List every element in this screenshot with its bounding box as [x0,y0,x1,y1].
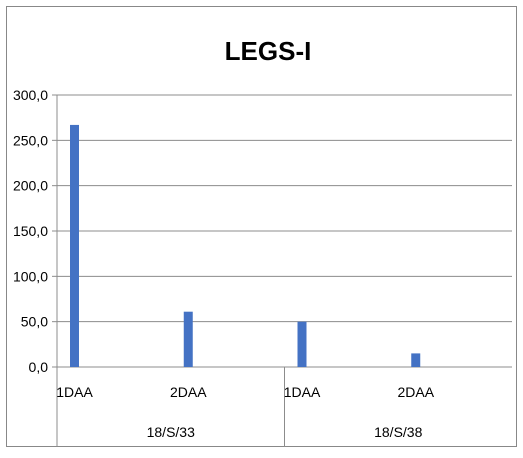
bars [70,124,421,367]
x-group-label: 18/S/33 [147,424,195,440]
x-tick-label: 1DAA [284,384,321,400]
y-tick-label: 0,0 [29,359,49,375]
x-tick-label: 1DAA [56,384,93,400]
y-tick-label: 100,0 [13,268,48,284]
x-tick-label: 2DAA [170,384,207,400]
chart-title: LEGS-I [225,36,312,66]
y-tick-label: 250,0 [13,132,48,148]
y-tick-label: 200,0 [13,178,48,194]
chart-border [6,6,517,447]
bar [297,321,307,367]
x-tick-label: 2DAA [397,384,434,400]
bar [70,124,79,367]
bar [411,353,421,367]
axis-labels: 0,0 50,0 100,0 150,0 200,0 250,0 300,0 1DAA 2DAA… [13,87,435,440]
bar [183,311,193,367]
y-tick-label: 150,0 [13,223,48,239]
y-tick-label: 50,0 [21,314,48,330]
x-group-label: 18/S/38 [374,424,422,440]
gridlines [57,94,512,323]
axes [52,94,512,447]
y-tick-label: 300,0 [13,87,48,103]
